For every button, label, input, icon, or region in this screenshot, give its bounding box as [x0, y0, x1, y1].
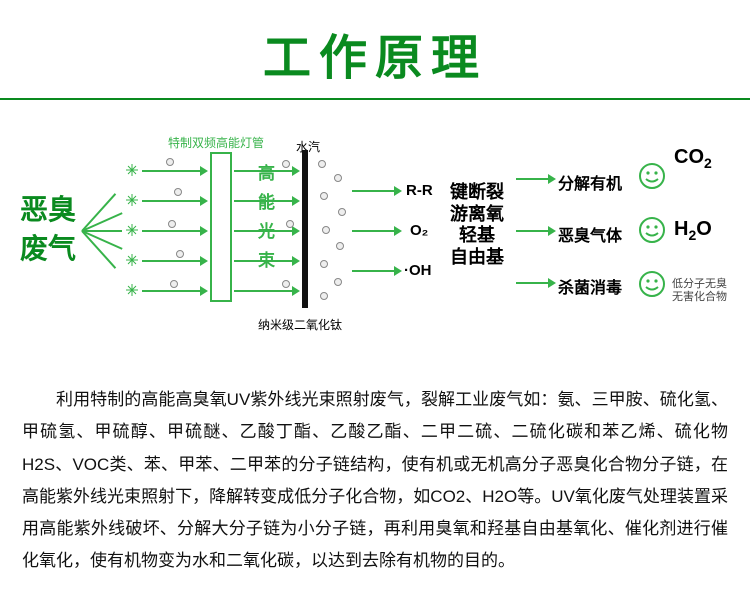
- output-h2o: H2O: [674, 218, 712, 243]
- arrow: [142, 200, 200, 202]
- effect-2: 恶臭气体: [558, 222, 622, 246]
- spark-icon: [126, 224, 138, 236]
- spark-icon: [126, 254, 138, 266]
- source-label: 恶臭 废气: [20, 190, 76, 268]
- uv-lamp: [210, 152, 232, 302]
- particle: [334, 174, 342, 182]
- output-harmless-l1: 低分子无臭: [672, 278, 727, 291]
- output-harmless: 低分子无臭 无害化合物: [672, 278, 727, 304]
- arrow: [142, 170, 200, 172]
- smiley-icon: [638, 216, 666, 244]
- arrow: [352, 190, 394, 192]
- arrow: [516, 230, 548, 232]
- output-co2: CO2: [674, 146, 712, 171]
- mechanism-text: 键断裂 游离氧 轻基 自由基: [450, 182, 504, 268]
- fan-line: [81, 230, 116, 268]
- particle: [170, 280, 178, 288]
- description-text: 利用特制的高能高臭氧UV紫外线光束照射废气，裂解工业废气如：氨、三甲胺、硫化氢、…: [22, 390, 728, 570]
- lamp-label: 特制双频高能灯管: [168, 134, 264, 151]
- particle: [176, 250, 184, 258]
- source-line2: 废气: [20, 229, 76, 268]
- particle: [322, 226, 330, 234]
- mech-l2: 游离氧: [450, 204, 504, 226]
- process-diagram: 恶臭 废气 特制双频高能灯管 高能光束 水汽 纳米级二氧化钛: [0, 130, 750, 360]
- particle: [320, 260, 328, 268]
- tio2-label: 纳米级二氧化钛: [258, 316, 342, 333]
- arrow: [516, 282, 548, 284]
- mech-l4: 自由基: [450, 247, 504, 269]
- particle: [320, 292, 328, 300]
- tio2-catalyst: [302, 150, 308, 308]
- mech-l3: 轻基: [450, 225, 504, 247]
- spark-icon: [126, 284, 138, 296]
- particle: [338, 208, 346, 216]
- effect-1: 分解有机: [558, 170, 622, 194]
- particle: [320, 192, 328, 200]
- page-title: 工作原理: [0, 0, 750, 98]
- particle: [318, 160, 326, 168]
- particle: [174, 188, 182, 196]
- particle: [334, 278, 342, 286]
- arrow: [516, 178, 548, 180]
- spark-icon: [126, 164, 138, 176]
- species-o2: O₂: [410, 222, 428, 239]
- particle: [168, 220, 176, 228]
- species-oh: ·OH: [404, 262, 432, 279]
- vapor-label: 水汽: [296, 138, 320, 155]
- output-harmless-l2: 无害化合物: [672, 291, 727, 304]
- source-line1: 恶臭: [20, 190, 76, 229]
- particle: [166, 158, 174, 166]
- mech-l1: 键断裂: [450, 182, 504, 204]
- title-underline: [0, 98, 750, 100]
- description-paragraph: 利用特制的高能高臭氧UV紫外线光束照射废气，裂解工业废气如：氨、三甲胺、硫化氢、…: [0, 360, 750, 602]
- particle: [282, 280, 290, 288]
- arrow: [142, 260, 200, 262]
- particle: [286, 220, 294, 228]
- spark-icon: [126, 194, 138, 206]
- arrow: [142, 290, 200, 292]
- particle: [282, 160, 290, 168]
- effect-3: 杀菌消毒: [558, 274, 622, 298]
- smiley-icon: [638, 162, 666, 190]
- arrow: [142, 230, 200, 232]
- arrow: [352, 270, 394, 272]
- smiley-icon: [638, 270, 666, 298]
- beam-label: 高能光束: [252, 164, 277, 280]
- fan-line: [81, 193, 116, 231]
- arrow: [234, 290, 292, 292]
- arrow: [352, 230, 394, 232]
- particle: [336, 242, 344, 250]
- species-rr: R-R: [406, 182, 433, 199]
